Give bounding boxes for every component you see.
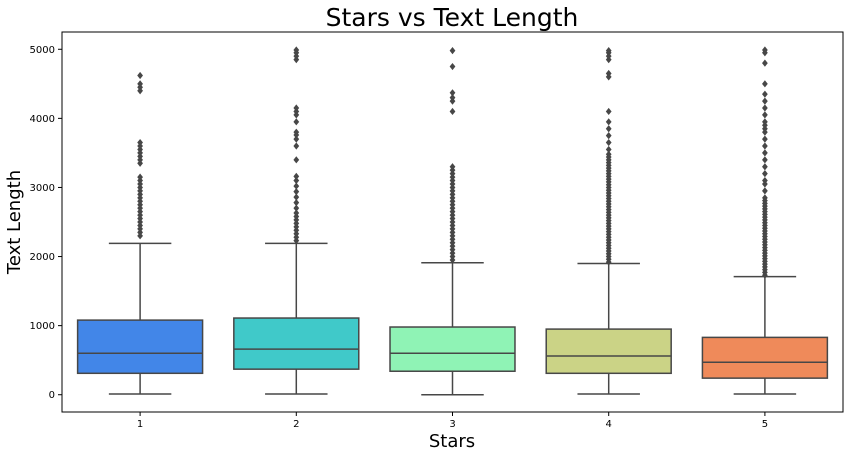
outlier-point [762, 176, 768, 185]
outlier-point [605, 69, 612, 78]
outlier-point [762, 118, 768, 126]
outlier-point [762, 170, 768, 178]
outlier-point [293, 135, 300, 143]
outlier-point [137, 138, 143, 147]
y-tick-label: 3000 [30, 183, 55, 194]
outlier-point [449, 163, 456, 171]
x-tick-label: 2 [293, 419, 299, 430]
outlier-point [762, 149, 768, 157]
outlier-point [605, 107, 612, 116]
outlier-point [762, 194, 768, 202]
y-tick-label: 1000 [30, 321, 55, 332]
y-tick-label: 5000 [30, 45, 55, 56]
x-axis-label: Stars [429, 431, 475, 452]
outlier-point [605, 145, 612, 154]
x-tick-label: 1 [137, 419, 143, 430]
outlier-point [137, 71, 143, 80]
outlier-point [762, 59, 768, 67]
outlier-point [449, 94, 456, 102]
outlier-point [293, 176, 300, 185]
outlier-point [293, 118, 300, 126]
plot-area: 0 1000 2000 3000 4000 5000 1 2 3 4 5 [30, 31, 844, 430]
outlier-point [137, 173, 143, 181]
outlier-point [293, 104, 300, 112]
outlier-point [293, 46, 300, 54]
outlier-point [605, 138, 612, 147]
outlier-point [762, 111, 768, 119]
y-tick-label: 4000 [30, 114, 55, 125]
outlier-point [762, 156, 768, 164]
outlier-point [293, 193, 300, 201]
outlier-point [293, 182, 300, 190]
outlier-point [762, 142, 768, 150]
box-2 [233, 317, 360, 370]
box-1 [76, 319, 204, 375]
outlier-point [605, 150, 612, 158]
box-4 [545, 328, 672, 375]
outlier-point [762, 163, 768, 171]
chart-title: Stars vs Text Length [326, 3, 579, 32]
x-tick-label: 4 [606, 419, 612, 430]
outlier-point [605, 118, 612, 126]
outlier-point [137, 80, 143, 88]
y-tick-label: 2000 [30, 252, 55, 263]
outlier-point [762, 90, 768, 98]
outlier-point [293, 172, 300, 180]
outlier-point [293, 156, 300, 164]
x-tick-label: 5 [762, 419, 768, 430]
outlier-point [293, 199, 300, 207]
y-tick-label: 0 [49, 390, 55, 401]
outlier-point [762, 97, 768, 105]
outlier-point [762, 80, 768, 88]
y-axis-label: Text Length [4, 170, 25, 275]
outlier-point [762, 104, 768, 112]
outlier-point [293, 128, 300, 136]
outlier-point [293, 209, 300, 217]
plot-frame [61, 31, 844, 413]
outlier-point [449, 89, 456, 97]
outlier-point [293, 142, 300, 150]
outlier-point [605, 125, 612, 133]
outlier-point [293, 204, 300, 212]
box-5 [701, 336, 829, 379]
outlier-point [605, 132, 612, 140]
outlier-point [449, 47, 456, 55]
outlier-point [762, 135, 768, 143]
outlier-point [293, 188, 300, 196]
box-3 [389, 326, 516, 372]
outlier-point [605, 47, 612, 55]
outlier-point [762, 46, 768, 54]
outlier-point [449, 107, 456, 116]
outlier-point [762, 187, 768, 195]
x-tick-label: 3 [449, 419, 455, 430]
outlier-point [449, 62, 456, 71]
